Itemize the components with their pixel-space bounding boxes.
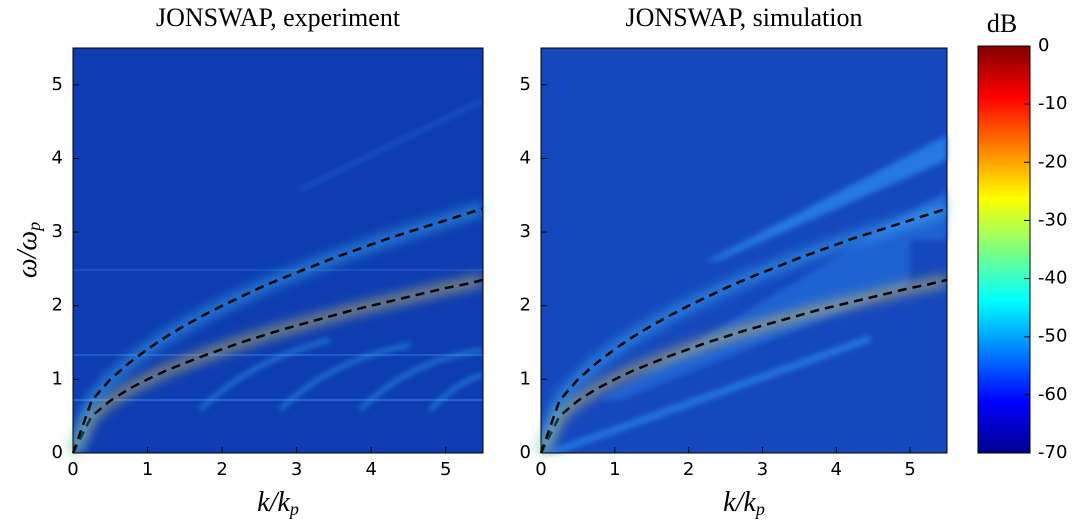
chart-title: JONSWAP, simulation: [626, 3, 863, 32]
x-axis-label-main: k/k: [723, 487, 756, 518]
y-tick-label: 2: [52, 295, 63, 316]
y-tick-label: 1: [52, 368, 63, 389]
colorbar-tick-label: -10: [1038, 93, 1067, 114]
x-axis-label-main: k/k: [257, 487, 290, 518]
x-tick-label: 4: [831, 459, 842, 480]
dispersion-curve: [71, 278, 484, 454]
x-tick-label: 3: [757, 459, 768, 480]
x-tick-label: 1: [142, 459, 153, 480]
colorbar-tick-label: -70: [1038, 442, 1067, 463]
x-axis-label: k/kp: [257, 487, 299, 519]
dispersion-curve: [539, 207, 948, 454]
plot-area: [73, 48, 483, 453]
colorbar-tick-label: 0: [1038, 35, 1049, 56]
colorbar-tick-label: -30: [1038, 209, 1067, 230]
colorbar-tick-label: -50: [1038, 326, 1067, 347]
y-tick-label: 5: [520, 74, 531, 95]
y-tick-label: 0: [52, 442, 63, 463]
chart-title: JONSWAP, experiment: [156, 3, 401, 32]
x-axis-label-sub: p: [288, 499, 299, 519]
x-tick-label: 0: [535, 459, 546, 480]
x-tick-label: 5: [904, 459, 915, 480]
x-tick-label: 1: [609, 459, 620, 480]
colorbar: [977, 45, 1031, 454]
y-tick-label: 3: [520, 221, 531, 242]
y-tick-label: 4: [52, 147, 63, 168]
colorbar-tick-label: -20: [1038, 151, 1067, 172]
y-tick-label: 3: [52, 221, 63, 242]
axes-frame: [540, 47, 948, 454]
y-tick-label: 2: [520, 295, 531, 316]
y-tick-label: 1: [520, 368, 531, 389]
colorbar-tick-label: -40: [1038, 268, 1067, 289]
axes-frame: [72, 47, 484, 454]
y-axis-label: ω/ωp: [12, 222, 44, 278]
colorbar-label: dB: [987, 9, 1017, 38]
y-tick-label: 4: [520, 147, 531, 168]
x-axis-label: k/kp: [723, 487, 765, 519]
colorbar-tick-label: -60: [1038, 384, 1067, 405]
dispersion-curve: [539, 278, 948, 454]
x-tick-label: 2: [683, 459, 694, 480]
x-axis-label-sub: p: [754, 499, 765, 519]
x-tick-label: 3: [291, 459, 302, 480]
x-tick-label: 0: [67, 459, 78, 480]
x-tick-label: 2: [216, 459, 227, 480]
x-tick-label: 5: [440, 459, 451, 480]
dispersion-curve: [71, 207, 484, 454]
y-tick-label: 0: [520, 442, 531, 463]
y-tick-label: 5: [52, 74, 63, 95]
x-tick-label: 4: [365, 459, 376, 480]
